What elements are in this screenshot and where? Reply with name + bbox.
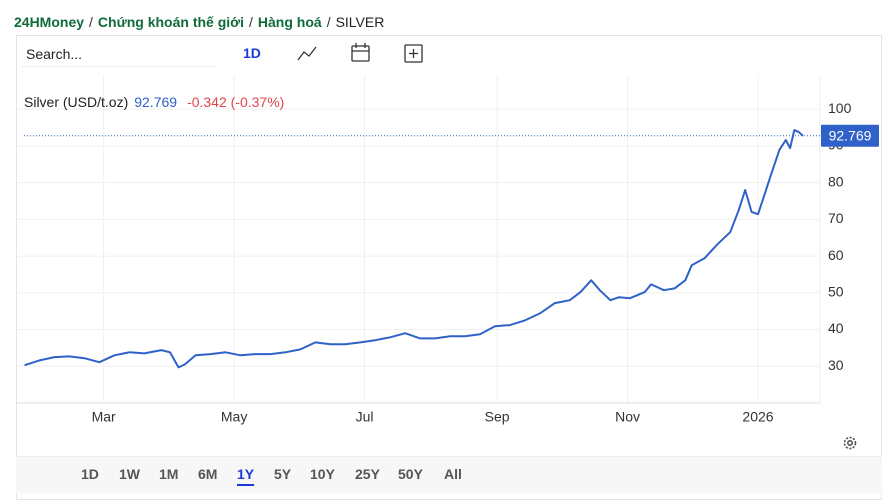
range-button[interactable]: 1D: [81, 466, 99, 482]
add-icon[interactable]: [404, 44, 423, 63]
chart-title: Silver (USD/t.oz): [24, 94, 128, 110]
x-tick-label: 2026: [742, 409, 773, 425]
breadcrumb-separator: /: [89, 14, 93, 30]
interval-button[interactable]: 1D: [243, 45, 261, 61]
price-line: [24, 129, 804, 369]
breadcrumb-current: SILVER: [335, 14, 385, 30]
x-tick-label: Jul: [356, 409, 374, 425]
range-button[interactable]: 6M: [198, 466, 218, 482]
breadcrumb-separator: /: [326, 14, 331, 30]
y-tick-label: 40: [828, 320, 844, 336]
indicator-icon[interactable]: [297, 46, 317, 61]
calendar-icon[interactable]: [351, 43, 370, 62]
settings-icon[interactable]: [843, 436, 857, 450]
range-button[interactable]: All: [444, 466, 462, 482]
range-button[interactable]: 25Y: [355, 466, 380, 482]
last-price-label: 92.769: [829, 127, 872, 143]
y-tick-label: 70: [828, 210, 844, 226]
range-button[interactable]: 50Y: [398, 466, 423, 482]
y-tick-label: 100: [828, 100, 852, 116]
range-bar: 1D 1W 1M 6M 1Y 5Y 10Y 25Y 50Y All: [16, 456, 882, 493]
chart-widget: [16, 35, 882, 500]
search-input[interactable]: Search...: [20, 41, 216, 67]
breadcrumb: 24HMoney / Chứng khoán thế giới / Hàng hoá / S…: [14, 14, 384, 30]
range-button[interactable]: 10Y: [310, 466, 335, 482]
y-tick-label: 80: [828, 173, 844, 189]
legend-header: Silver (USD/t.oz) 92.769 -0.342 (-0.37%): [24, 94, 284, 110]
y-tick-label: 60: [828, 247, 844, 263]
legend-change: -0.342 (-0.37%): [187, 94, 284, 110]
range-button[interactable]: 1Y: [237, 466, 255, 486]
x-tick-label: Nov: [615, 409, 640, 425]
breadcrumb-link[interactable]: Chứng khoán thế giới: [97, 14, 245, 30]
breadcrumb-link[interactable]: Hàng hoá: [257, 14, 322, 30]
x-tick-label: Mar: [92, 409, 116, 425]
last-price-tag: [821, 124, 879, 147]
breadcrumb-separator: /: [249, 14, 253, 30]
range-button[interactable]: 1M: [159, 466, 179, 482]
x-tick-label: Sep: [485, 409, 510, 425]
x-tick-label: May: [221, 409, 247, 425]
y-tick-label: 30: [828, 357, 844, 373]
legend-price: 92.769: [134, 94, 177, 110]
range-button[interactable]: 5Y: [274, 466, 292, 482]
breadcrumb-link[interactable]: 24HMoney: [14, 14, 85, 30]
y-tick-label: 50: [828, 284, 844, 300]
range-button[interactable]: 1W: [119, 466, 140, 482]
